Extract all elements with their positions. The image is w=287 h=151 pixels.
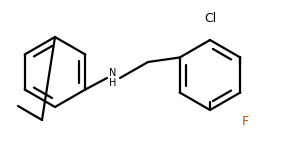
Text: N
H: N H xyxy=(109,68,117,88)
Text: Cl: Cl xyxy=(204,12,216,25)
Text: F: F xyxy=(241,115,249,128)
